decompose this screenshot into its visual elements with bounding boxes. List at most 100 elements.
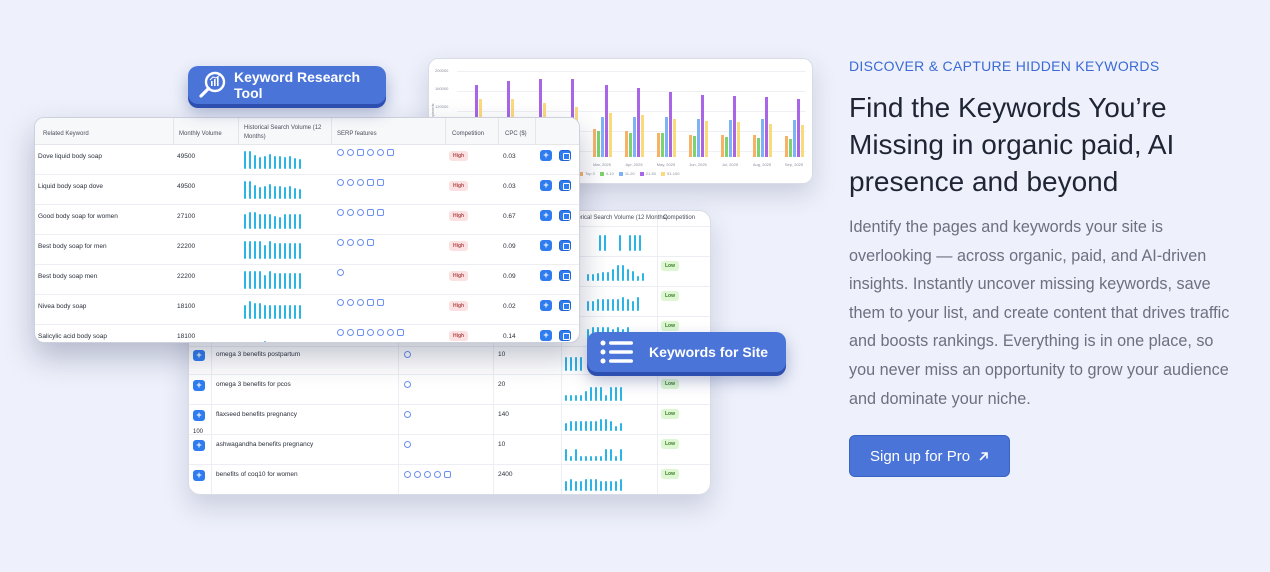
ai-overview-icon bbox=[357, 299, 364, 306]
volume-value: 49500 bbox=[177, 183, 196, 190]
ai-overview-icon bbox=[337, 209, 344, 216]
volume-value: 22200 bbox=[177, 273, 196, 280]
edit-button[interactable] bbox=[559, 270, 571, 281]
add-keyword-button[interactable]: + bbox=[193, 440, 205, 451]
competition-badge: Low bbox=[661, 321, 679, 331]
repeat-icon bbox=[387, 149, 394, 156]
search-volume-sparkline bbox=[244, 271, 301, 289]
comment-icon bbox=[367, 149, 374, 156]
add-keyword-button[interactable]: + bbox=[193, 350, 205, 361]
add-keyword-button[interactable]: + bbox=[193, 470, 205, 481]
image-icon bbox=[357, 329, 364, 336]
box-icon bbox=[337, 329, 344, 336]
keyword-research-tool-pill: Keyword Research Tool bbox=[188, 66, 386, 104]
grid-line bbox=[457, 111, 806, 112]
legend-item[interactable]: Top 3 bbox=[579, 171, 595, 176]
column-header: Historical Search Volume (12 Months) bbox=[244, 125, 322, 140]
edit-button[interactable] bbox=[559, 180, 571, 191]
table-row: + ashwagandha benefits pregnancy 10 Low bbox=[189, 435, 710, 465]
eyebrow-label: DISCOVER & CAPTURE HIDDEN KEYWORDS bbox=[849, 58, 1160, 74]
bar-group-sep bbox=[785, 99, 804, 157]
add-keyword-button[interactable]: + bbox=[540, 300, 552, 311]
image-icon bbox=[367, 299, 374, 306]
add-keyword-button[interactable]: + bbox=[540, 240, 552, 251]
search-volume-sparkline bbox=[587, 293, 639, 311]
comment-icon bbox=[387, 329, 394, 336]
table-row: + omega 3 benefits for pcos 20 Low bbox=[189, 375, 710, 405]
column-divider bbox=[561, 211, 562, 494]
question-icon bbox=[434, 471, 441, 478]
cpc-value: 0.14 bbox=[503, 333, 516, 340]
column-header: Competition bbox=[452, 131, 485, 137]
repeat-icon bbox=[444, 471, 451, 478]
competition-badge: High bbox=[449, 301, 469, 311]
search-volume-sparkline bbox=[244, 241, 301, 259]
volume-value: 10 bbox=[498, 351, 506, 358]
add-keyword-button[interactable]: + bbox=[193, 380, 205, 391]
legend-item[interactable]: 51-100 bbox=[660, 171, 679, 176]
marketing-copy: DISCOVER & CAPTURE HIDDEN KEYWORDS Find … bbox=[849, 58, 1239, 478]
repeat-icon bbox=[377, 299, 384, 306]
serp-features bbox=[404, 381, 411, 388]
table-header: Related Keyword Monthly Volume Historica… bbox=[35, 118, 579, 145]
table-row: + flaxseed benefits pregnancy 140 Low bbox=[189, 405, 710, 435]
add-keyword-button[interactable]: + bbox=[193, 410, 205, 421]
serp-features bbox=[404, 471, 451, 478]
cpc-value: 0.67 bbox=[503, 213, 516, 220]
competition-badge: Low bbox=[661, 469, 679, 479]
x-tick: Jun, 2025 bbox=[689, 162, 707, 167]
ai-overview-icon bbox=[404, 381, 411, 388]
table-row: Best body soap men 22200 High 0.09 + bbox=[35, 265, 579, 295]
question-icon bbox=[347, 329, 354, 336]
legend-item[interactable]: 11-20 bbox=[618, 171, 635, 176]
serp-features bbox=[404, 351, 411, 358]
keyword-text: Good body soap for women bbox=[38, 213, 118, 220]
bar-group-apr bbox=[625, 88, 644, 157]
people-icon bbox=[377, 149, 384, 156]
ai-overview-icon bbox=[337, 239, 344, 246]
competition-badge: Low bbox=[661, 261, 679, 271]
y-tick: 200000 bbox=[435, 68, 449, 73]
search-volume-sparkline bbox=[599, 233, 641, 251]
box-icon bbox=[347, 179, 354, 186]
table-row: Best body soap for men 22200 High 0.09 + bbox=[35, 235, 579, 265]
sign-up-pro-button[interactable]: Sign up for Pro bbox=[849, 435, 1011, 478]
competition-badge: Low bbox=[661, 291, 679, 301]
legend-item[interactable]: 4-10 bbox=[599, 171, 614, 176]
ai-overview-icon bbox=[367, 329, 374, 336]
keyword-text: omega 3 benefits for pcos bbox=[216, 381, 291, 388]
image-icon bbox=[357, 149, 364, 156]
edit-button[interactable] bbox=[559, 300, 571, 311]
edit-button[interactable] bbox=[559, 210, 571, 221]
volume-value: 2400 bbox=[498, 471, 513, 478]
add-keyword-button[interactable]: + bbox=[540, 180, 552, 191]
add-keyword-button[interactable]: + bbox=[540, 330, 552, 341]
search-volume-sparkline bbox=[244, 211, 301, 229]
add-keyword-button[interactable]: + bbox=[540, 150, 552, 161]
competition-badge: High bbox=[449, 211, 469, 221]
column-header: Historical Search Volume (12 Months) bbox=[567, 215, 668, 221]
chart-legend: Top 3 4-10 11-20 21-50 51-100 bbox=[579, 171, 679, 176]
edit-button[interactable] bbox=[559, 240, 571, 251]
keyword-text: benefits of coq10 for women bbox=[216, 471, 298, 478]
volume-value: 49500 bbox=[177, 153, 196, 160]
competition-badge: High bbox=[449, 241, 469, 251]
column-header: CPC ($) bbox=[505, 131, 527, 137]
serp-features bbox=[337, 239, 374, 246]
add-keyword-button[interactable]: + bbox=[540, 210, 552, 221]
bar-group-jun bbox=[689, 95, 708, 157]
question-icon bbox=[357, 179, 364, 186]
edit-button[interactable] bbox=[559, 150, 571, 161]
search-volume-sparkline bbox=[565, 473, 622, 491]
competition-badge: High bbox=[449, 271, 469, 281]
table-row: Liquid body soap dove 49500 High 0.03 + bbox=[35, 175, 579, 205]
bar-group-aug bbox=[753, 97, 772, 157]
add-keyword-button[interactable]: + bbox=[540, 270, 552, 281]
bar-group-mar bbox=[593, 85, 612, 157]
search-volume-sparkline bbox=[565, 413, 622, 431]
box-icon bbox=[337, 149, 344, 156]
competition-badge: High bbox=[449, 331, 469, 341]
legend-item[interactable]: 21-50 bbox=[639, 171, 656, 176]
edit-button[interactable] bbox=[559, 330, 571, 341]
magnifier-chart-icon bbox=[199, 71, 226, 98]
